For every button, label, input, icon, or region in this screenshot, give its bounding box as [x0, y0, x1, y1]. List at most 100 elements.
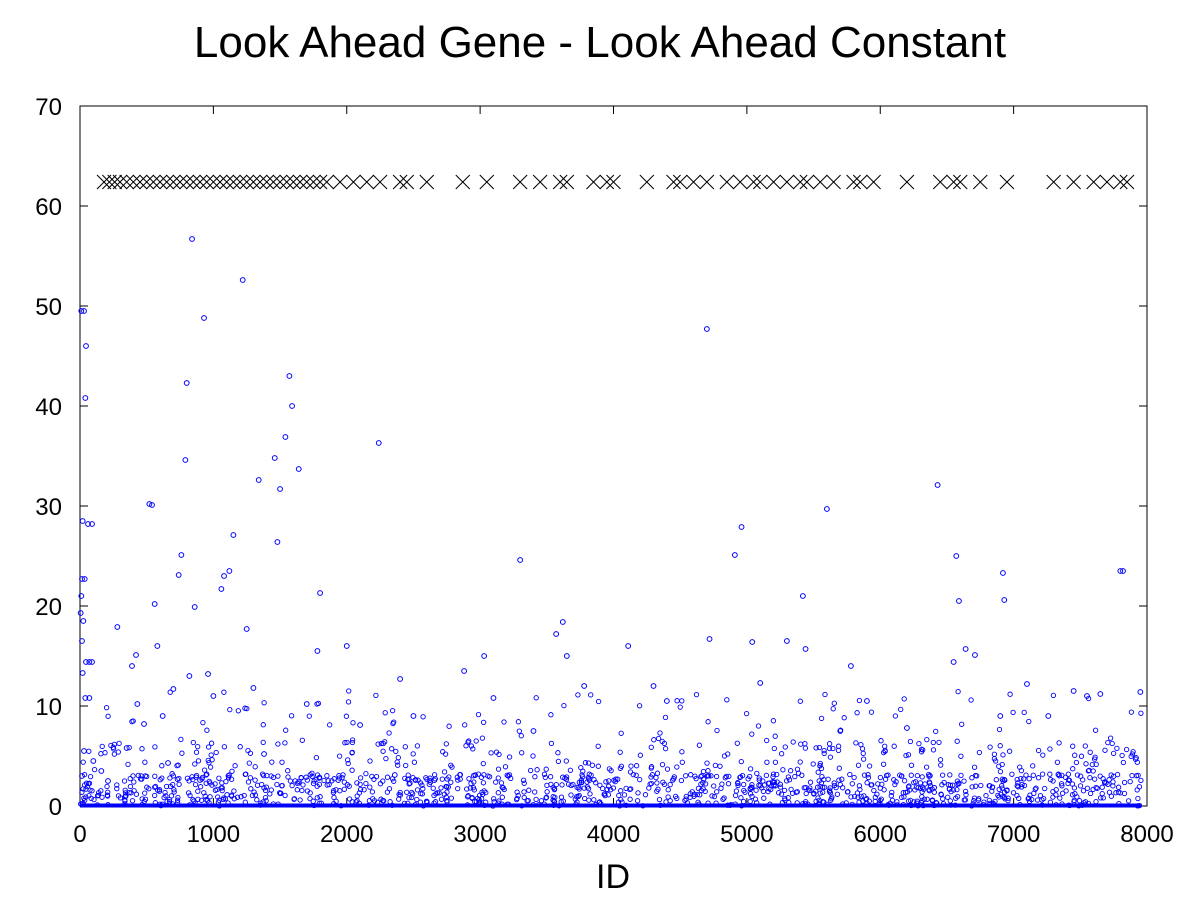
cluster-point — [436, 790, 442, 796]
cluster-point — [491, 796, 497, 802]
cluster-point — [321, 777, 327, 784]
cluster-point — [152, 783, 159, 790]
data-point — [205, 671, 211, 677]
cluster-point — [394, 759, 400, 765]
cluster-point — [817, 763, 823, 769]
data-point — [86, 695, 93, 701]
cluster-point — [938, 762, 944, 768]
cluster-point — [204, 798, 211, 804]
cluster-point — [1026, 776, 1032, 782]
cluster-point — [790, 739, 796, 745]
x-marker-point — [779, 174, 795, 190]
cluster-point — [954, 781, 960, 787]
cluster-point — [959, 721, 965, 727]
x-marker-point — [239, 174, 255, 190]
cluster-point — [114, 785, 120, 792]
cluster-point — [1010, 709, 1016, 716]
cluster-point — [1040, 752, 1046, 758]
cluster-point — [298, 774, 304, 781]
cluster-point — [1057, 795, 1063, 801]
cluster-point — [663, 799, 669, 805]
data-point — [953, 553, 960, 559]
cluster-point — [1017, 764, 1023, 770]
cluster-point — [575, 692, 581, 698]
cluster-point — [169, 801, 176, 807]
cluster-point — [481, 788, 487, 794]
cluster-point — [902, 789, 909, 796]
cluster-point — [307, 772, 313, 778]
x-marker-point — [332, 174, 348, 190]
cluster-point — [424, 799, 430, 805]
cluster-point — [851, 774, 857, 781]
cluster-point — [333, 787, 339, 793]
cluster-point — [190, 739, 196, 746]
data-point — [1084, 693, 1090, 699]
cluster-point — [363, 780, 369, 787]
cluster-point — [1070, 743, 1076, 749]
cluster-point — [514, 789, 520, 795]
cluster-point — [756, 777, 762, 783]
cluster-point — [628, 763, 634, 769]
x-marker-point — [399, 174, 415, 190]
cluster-point — [406, 781, 412, 787]
cluster-point — [329, 778, 335, 784]
cluster-point — [989, 788, 995, 794]
cluster-point — [414, 743, 421, 749]
cluster-point — [404, 789, 410, 795]
cluster-point — [1030, 772, 1036, 778]
cluster-point — [930, 747, 937, 753]
cluster-point — [1100, 795, 1106, 801]
data-point — [178, 552, 185, 558]
cluster-point — [947, 772, 953, 778]
cluster-point — [586, 771, 592, 777]
cluster-point — [576, 784, 582, 790]
cluster-point — [831, 780, 837, 786]
cluster-point — [995, 792, 1001, 799]
data-point — [864, 698, 870, 704]
cluster-point — [264, 772, 270, 779]
data-point — [799, 593, 806, 599]
cluster-point — [369, 789, 376, 795]
cluster-point — [1105, 781, 1111, 788]
cluster-point — [548, 712, 554, 718]
cluster-point — [1030, 763, 1036, 769]
cluster-point — [336, 775, 343, 781]
cluster-point — [349, 799, 355, 805]
cluster-point — [175, 762, 181, 768]
cluster-point — [116, 740, 122, 747]
cluster-point — [527, 767, 534, 774]
cluster-point — [768, 786, 774, 793]
data-point — [243, 626, 250, 632]
cluster-point — [431, 800, 437, 806]
data-point — [261, 751, 267, 757]
cluster-point — [500, 785, 506, 791]
cluster-point — [263, 798, 269, 804]
cluster-point — [719, 781, 725, 787]
cluster-point — [443, 741, 449, 747]
cluster-point — [345, 699, 352, 705]
cluster-point — [613, 776, 619, 782]
cluster-point — [671, 776, 677, 782]
cluster-point — [792, 773, 798, 780]
cluster-point — [263, 784, 270, 790]
cluster-point — [353, 799, 359, 805]
cluster-point — [661, 781, 668, 788]
data-point — [490, 695, 497, 701]
cluster-point — [901, 696, 907, 702]
x-marker-point — [346, 174, 361, 190]
cluster-point — [269, 759, 275, 765]
cluster-point — [579, 772, 585, 778]
cluster-point — [1108, 793, 1115, 799]
cluster-point — [448, 779, 454, 785]
cluster-point — [225, 775, 232, 781]
x-marker-point — [812, 174, 828, 190]
x-marker-point — [306, 174, 321, 190]
cluster-point — [476, 799, 482, 805]
cluster-point — [164, 798, 170, 805]
cluster-point — [330, 788, 337, 794]
cluster-point — [1084, 785, 1091, 791]
cluster-point — [483, 799, 489, 805]
cluster-point — [131, 788, 137, 794]
cluster-point — [324, 773, 330, 779]
cluster-point — [490, 803, 496, 809]
